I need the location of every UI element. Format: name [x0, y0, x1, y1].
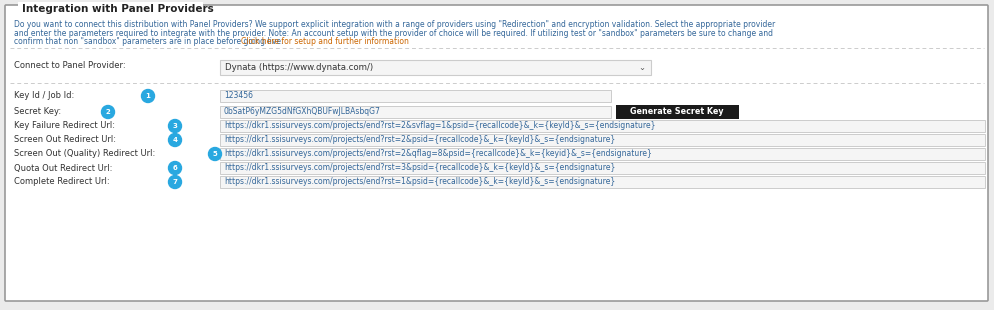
Text: 6: 6 [173, 165, 177, 171]
FancyBboxPatch shape [220, 176, 984, 188]
Text: https://dkr1.ssisurveys.com/projects/end?rst=1&psid={recallcode}&_k={keyId}&_s={: https://dkr1.ssisurveys.com/projects/end… [224, 178, 615, 187]
Text: Dynata (https://www.dynata.com/): Dynata (https://www.dynata.com/) [225, 63, 373, 72]
Text: confirm that non "sandbox" parameters are in place before going live.: confirm that non "sandbox" parameters ar… [14, 37, 285, 46]
FancyBboxPatch shape [220, 148, 984, 160]
Text: 7: 7 [173, 179, 178, 185]
Circle shape [169, 134, 182, 147]
Text: 123456: 123456 [224, 91, 253, 100]
Text: Screen Out Redirect Url:: Screen Out Redirect Url: [14, 135, 116, 144]
Text: 1: 1 [145, 93, 150, 99]
Text: and enter the parameters required to integrate with the provider. Note: An accou: and enter the parameters required to int… [14, 29, 773, 38]
FancyBboxPatch shape [220, 134, 984, 146]
Text: 5: 5 [213, 151, 218, 157]
FancyBboxPatch shape [18, 2, 203, 13]
FancyBboxPatch shape [220, 106, 610, 118]
Text: Integration with Panel Providers: Integration with Panel Providers [22, 4, 214, 14]
Text: https://dkr1.ssisurveys.com/projects/end?rst=2&psid={recallcode}&_k={keyId}&_s={: https://dkr1.ssisurveys.com/projects/end… [224, 135, 615, 144]
Circle shape [209, 148, 222, 161]
Text: Screen Out (Quality) Redirect Url:: Screen Out (Quality) Redirect Url: [14, 149, 155, 158]
FancyBboxPatch shape [5, 5, 988, 301]
Text: 2: 2 [105, 109, 110, 115]
Text: https://dkr1.ssisurveys.com/projects/end?rst=3&psid={recallcode}&_k={keyId}&_s={: https://dkr1.ssisurveys.com/projects/end… [224, 163, 615, 172]
Text: Complete Redirect Url:: Complete Redirect Url: [14, 178, 109, 187]
Text: ⌄: ⌄ [638, 63, 645, 72]
FancyBboxPatch shape [220, 162, 984, 174]
Text: Click here for setup and further information: Click here for setup and further informa… [242, 37, 409, 46]
Text: Do you want to connect this distribution with Panel Providers? We support explic: Do you want to connect this distribution… [14, 20, 775, 29]
Text: 4: 4 [173, 137, 178, 143]
Circle shape [169, 175, 182, 188]
FancyBboxPatch shape [220, 120, 984, 132]
Circle shape [141, 90, 154, 103]
Text: https://dkr1.ssisurveys.com/projects/end?rst=2&svflag=1&psid={recallcode}&_k={ke: https://dkr1.ssisurveys.com/projects/end… [224, 122, 655, 131]
FancyBboxPatch shape [220, 90, 610, 102]
Text: Quota Out Redirect Url:: Quota Out Redirect Url: [14, 163, 112, 172]
Text: Key Failure Redirect Url:: Key Failure Redirect Url: [14, 122, 115, 131]
Circle shape [169, 119, 182, 132]
Circle shape [169, 162, 182, 175]
Text: Secret Key:: Secret Key: [14, 108, 61, 117]
Text: 0bSatP6yMZG5dNfGXhQBUFwJLBAsbqG7: 0bSatP6yMZG5dNfGXhQBUFwJLBAsbqG7 [224, 108, 381, 117]
Text: 3: 3 [173, 123, 178, 129]
FancyBboxPatch shape [615, 105, 739, 119]
Text: https://dkr1.ssisurveys.com/projects/end?rst=2&qflag=8&psid={recallcode}&_k={key: https://dkr1.ssisurveys.com/projects/end… [224, 149, 652, 158]
FancyBboxPatch shape [220, 60, 650, 74]
Circle shape [101, 105, 114, 118]
Text: Connect to Panel Provider:: Connect to Panel Provider: [14, 60, 125, 69]
Text: Key Id / Job Id:: Key Id / Job Id: [14, 91, 75, 100]
Text: Generate Secret Key: Generate Secret Key [630, 108, 724, 117]
